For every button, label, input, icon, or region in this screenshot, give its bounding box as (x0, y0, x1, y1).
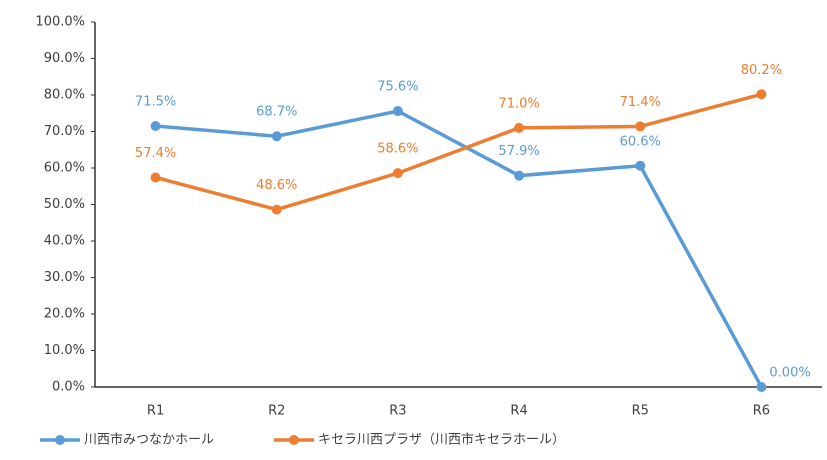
data-label: 71.0% (498, 96, 539, 111)
y-tick-label: 90.0% (44, 51, 85, 66)
point (635, 160, 646, 171)
legend-label: キセラ川西プラザ（川西市キセラホール） (318, 432, 565, 448)
data-label: 60.6% (620, 134, 661, 149)
data-label: 0.00% (769, 366, 810, 381)
y-tick-label: 40.0% (44, 234, 85, 249)
x-tick-label: R3 (389, 404, 406, 419)
y-tick-label: 100.0% (35, 15, 85, 30)
data-label: 80.2% (741, 63, 782, 78)
point (392, 106, 403, 117)
data-label: 57.4% (135, 146, 176, 161)
point (514, 170, 525, 181)
point (271, 204, 282, 215)
point (635, 121, 646, 132)
x-tick-label: R5 (632, 404, 649, 419)
point (150, 172, 161, 183)
legend-marker (289, 435, 300, 445)
series-line (155, 92, 762, 212)
legend-label: 川西市みつなかホール (84, 432, 214, 448)
point (271, 131, 282, 142)
y-tick-label: 20.0% (44, 307, 85, 322)
x-tick-label: R2 (268, 404, 285, 419)
point (392, 168, 403, 179)
y-tick-label: 10.0% (44, 343, 85, 358)
point (514, 122, 525, 133)
y-tick-label: 30.0% (44, 270, 85, 285)
data-label: 68.7% (256, 105, 297, 120)
series-line (155, 109, 763, 388)
data-label: 71.5% (135, 95, 176, 110)
data-label: 75.6% (377, 80, 418, 95)
point (756, 89, 767, 100)
y-tick-label: 70.0% (44, 124, 85, 139)
y-tick-label: 80.0% (44, 88, 85, 103)
x-tick-label: R1 (147, 404, 164, 419)
legend-marker (55, 435, 65, 445)
data-label: 48.6% (256, 178, 297, 193)
y-tick-label: 60.0% (44, 161, 85, 176)
point (150, 121, 161, 132)
x-tick-label: R6 (753, 404, 770, 419)
data-label: 58.6% (377, 142, 418, 157)
data-label: 71.4% (620, 95, 661, 110)
y-tick-label: 0.0% (52, 380, 85, 395)
x-tick-label: R4 (510, 404, 527, 419)
y-tick-label: 50.0% (44, 197, 85, 212)
data-label: 57.9% (498, 144, 539, 159)
point (756, 382, 767, 392)
